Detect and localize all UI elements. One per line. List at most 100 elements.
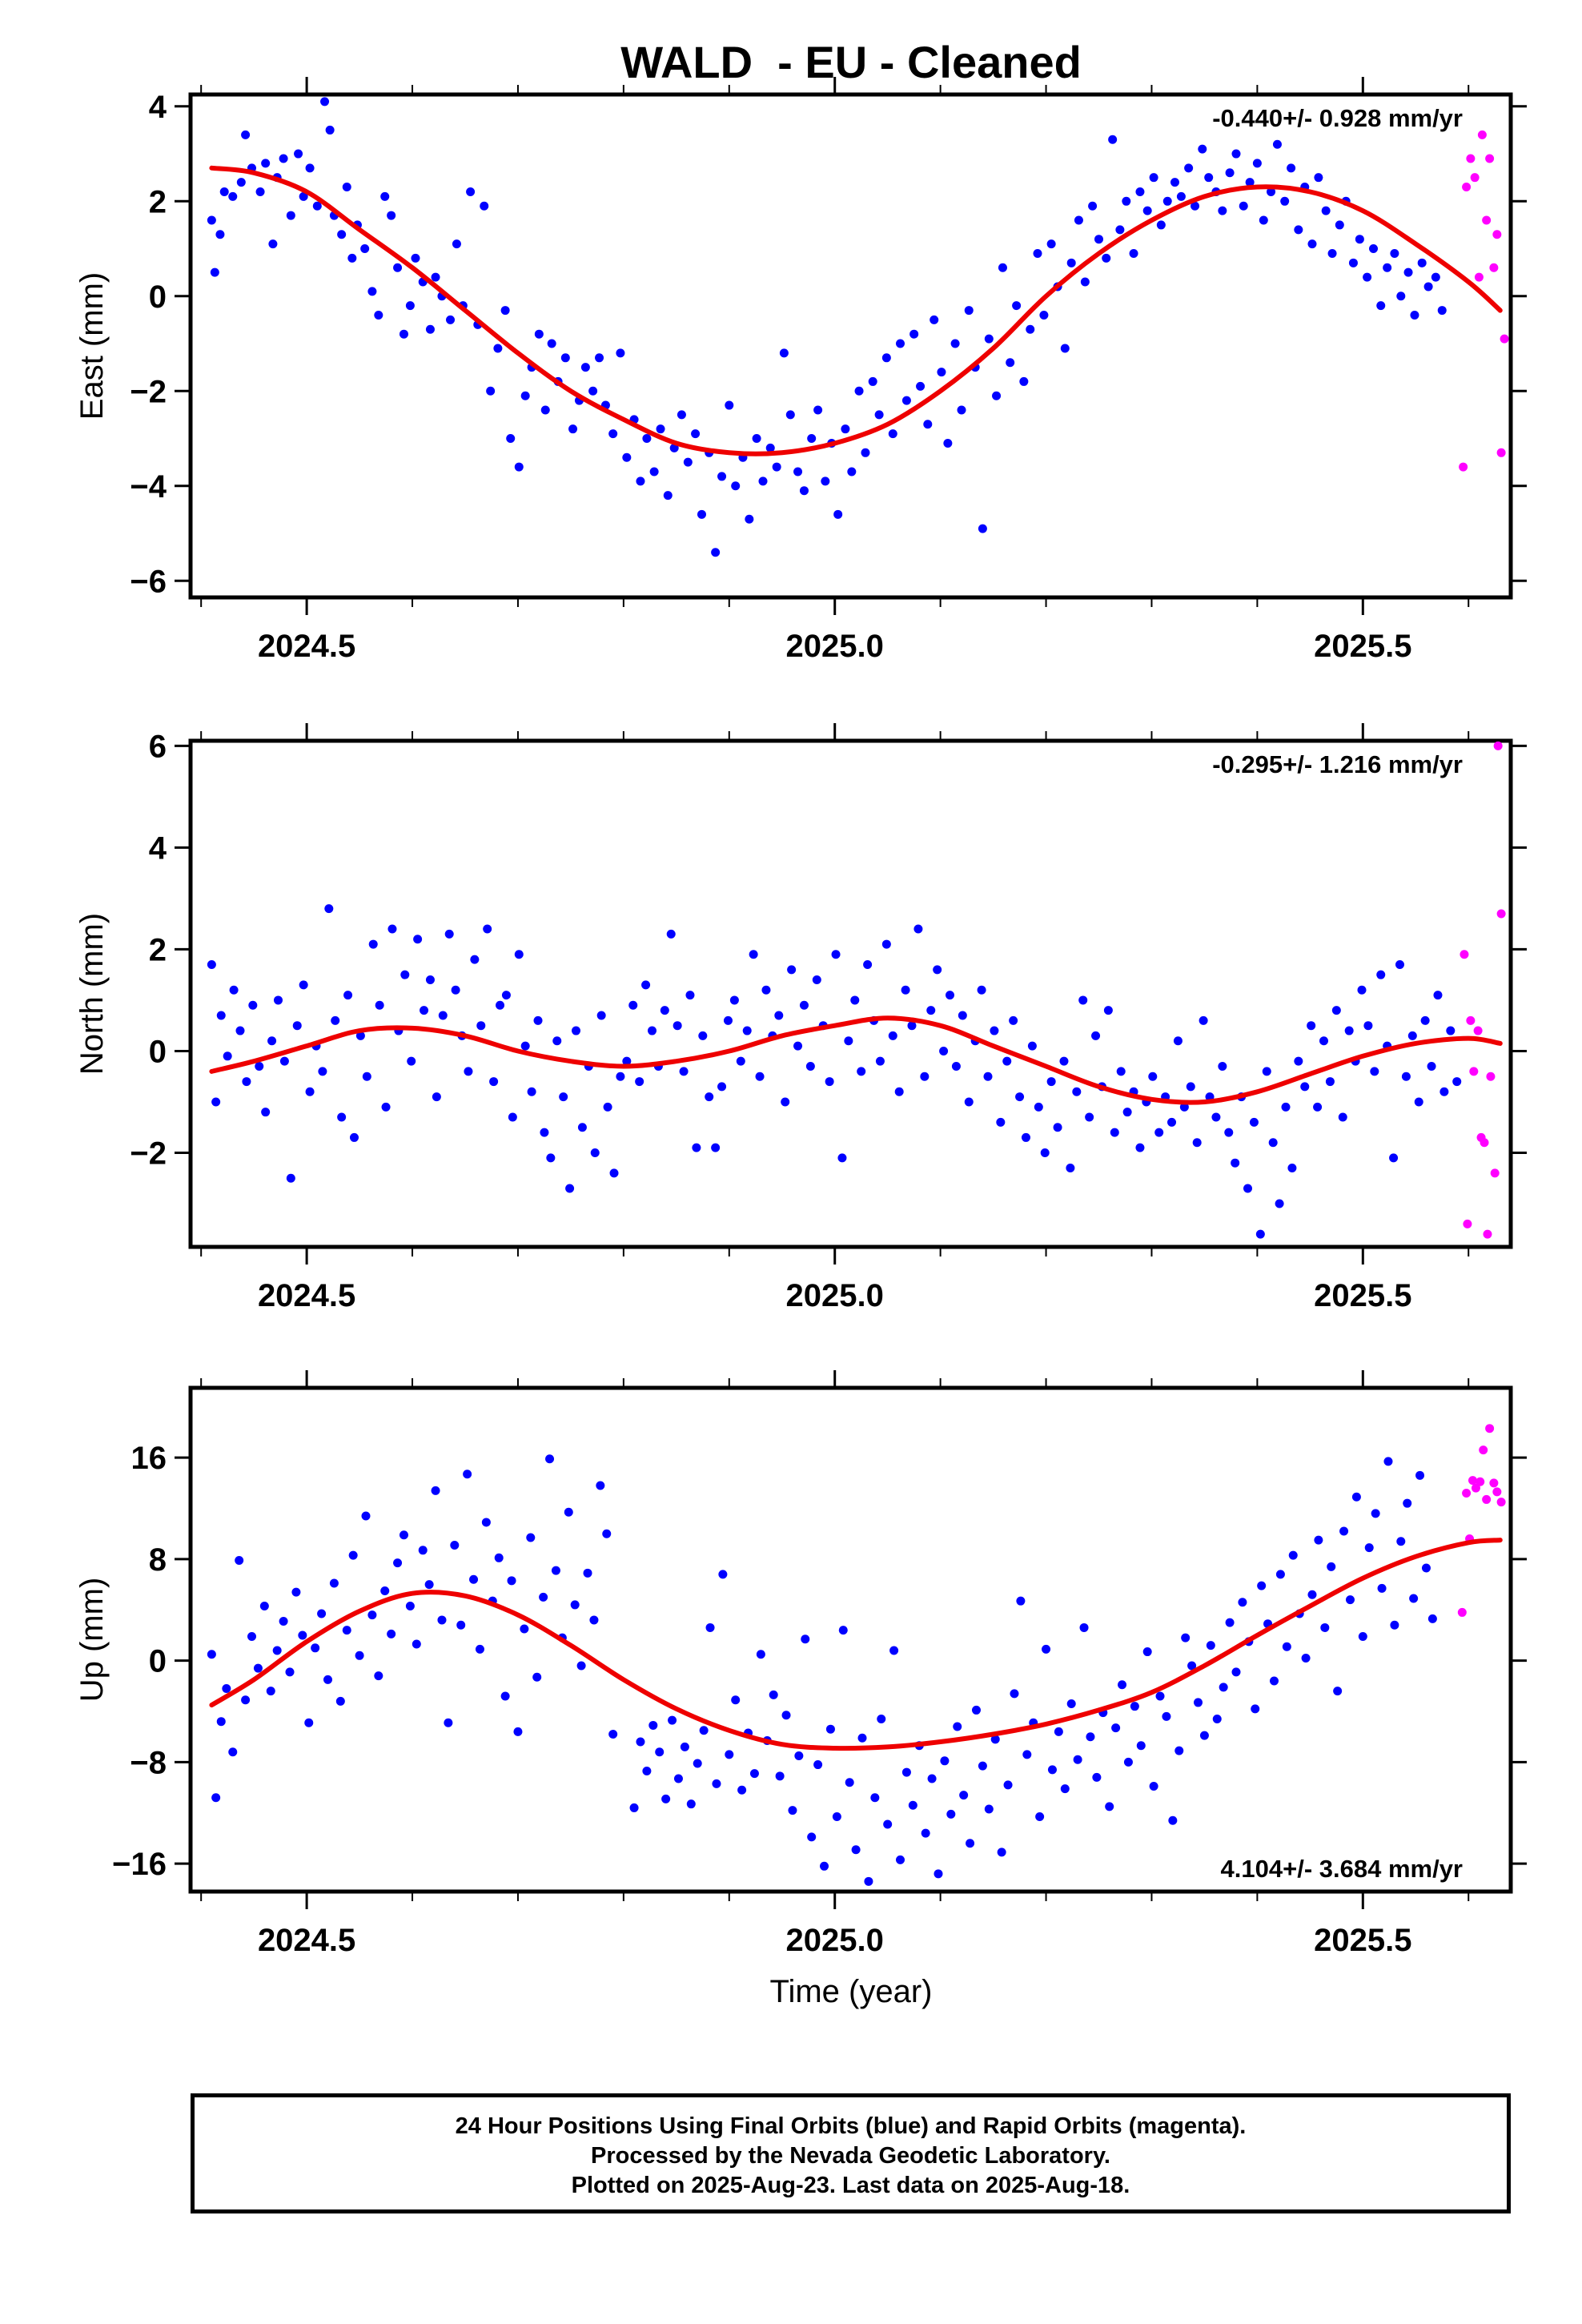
final-orbit-point [348, 1550, 358, 1560]
final-orbit-point [1445, 0, 1454, 5]
final-orbit-point [957, 405, 966, 415]
final-orbit-point [255, 1062, 264, 1072]
final-orbit-point [255, 187, 265, 196]
final-orbit-point [683, 457, 693, 467]
final-orbit-point [596, 1011, 606, 1020]
final-orbit-point [211, 1793, 221, 1803]
final-orbit-point [1039, 310, 1049, 320]
final-orbit-point [888, 429, 897, 439]
final-orbit-point [222, 1683, 231, 1693]
final-orbit-point [1390, 1620, 1399, 1630]
final-orbit-point [520, 391, 530, 400]
final-orbit-point [1135, 1143, 1145, 1152]
final-orbit-point [1136, 1741, 1146, 1751]
footer-line-2: Processed by the Nevada Geodetic Laborat… [591, 2143, 1110, 2169]
final-orbit-point [1307, 1021, 1316, 1031]
final-orbit-point [560, 353, 570, 363]
final-orbit-point [374, 310, 383, 320]
final-orbit-point [799, 1000, 809, 1010]
rapid-orbit-point [1492, 230, 1502, 239]
final-orbit-point [881, 353, 891, 363]
rapid-orbit-point [1470, 173, 1480, 183]
final-orbit-point [552, 1036, 562, 1046]
final-orbit-point [446, 315, 456, 324]
final-orbit-point [841, 424, 850, 434]
final-orbit-point [527, 1087, 536, 1096]
final-orbit-point [699, 1726, 709, 1735]
final-orbit-point [870, 1793, 880, 1803]
final-orbit-point [1225, 168, 1235, 178]
final-orbit-point [418, 1546, 428, 1555]
final-orbit-point [318, 1067, 327, 1076]
final-orbit-point [1130, 1702, 1139, 1711]
final-orbit-point [692, 1143, 701, 1152]
final-orbit-point [946, 1809, 956, 1819]
final-orbit-point [1231, 149, 1241, 159]
final-orbit-point [1390, 248, 1399, 258]
final-orbit-point [1262, 1067, 1271, 1076]
final-orbit-point [845, 1778, 854, 1787]
final-orbit-point [399, 329, 408, 339]
final-orbit-point [691, 429, 701, 439]
final-orbit-point [534, 329, 544, 339]
final-orbit-point [506, 434, 516, 444]
final-orbit-point [320, 97, 330, 107]
final-orbit-point [1446, 1026, 1456, 1035]
rapid-orbit-point [1471, 1483, 1480, 1493]
final-orbit-point [228, 191, 238, 201]
final-orbit-point [940, 1756, 950, 1766]
final-orbit-point [1249, 1117, 1259, 1127]
final-orbit-point [663, 491, 673, 501]
final-orbit-point [466, 187, 476, 196]
final-orbit-point [984, 334, 994, 344]
final-orbit-point [1294, 1056, 1303, 1066]
final-orbit-point [1102, 253, 1111, 263]
final-orbit-point [304, 1718, 314, 1727]
final-orbit-point [405, 1602, 415, 1611]
final-orbit-point [387, 211, 396, 220]
final-orbit-point [805, 1062, 815, 1072]
final-orbit-point [1088, 201, 1098, 211]
final-orbit-point [551, 1566, 560, 1575]
data-layer [207, 0, 1509, 557]
final-orbit-point [998, 263, 1007, 272]
final-orbit-point [641, 980, 651, 990]
final-orbit-point [261, 1108, 271, 1117]
final-orbit-point [934, 1869, 943, 1879]
final-orbit-point [1181, 1633, 1191, 1642]
final-orbit-point [736, 1056, 745, 1066]
final-orbit-point [1238, 1598, 1247, 1607]
final-orbit-point [210, 267, 219, 277]
final-orbit-point [939, 1046, 949, 1055]
y-tick-label: 0 [149, 279, 167, 315]
final-orbit-point [432, 1092, 441, 1102]
final-orbit-point [580, 363, 590, 372]
final-orbit-point [997, 1848, 1006, 1857]
final-orbit-point [1287, 1164, 1297, 1173]
final-orbit-point [1333, 1687, 1343, 1696]
rapid-orbit-point [1466, 154, 1476, 163]
final-orbit-point [533, 1015, 543, 1025]
final-orbit-point [1423, 282, 1433, 292]
final-orbit-point [1409, 1594, 1419, 1603]
final-orbit-point [489, 1077, 499, 1087]
final-orbit-point [572, 1026, 581, 1035]
final-orbit-point [799, 486, 809, 496]
final-orbit-point [242, 1077, 251, 1087]
final-orbit-point [1212, 1715, 1222, 1724]
final-orbit-point [950, 339, 960, 348]
final-orbit-point [1019, 376, 1029, 386]
final-orbit-point [926, 1006, 936, 1015]
final-orbit-point [1016, 1596, 1026, 1606]
final-orbit-point [219, 187, 229, 196]
final-orbit-point [216, 1011, 226, 1020]
final-orbit-point [1003, 1780, 1013, 1790]
final-orbit-point [570, 1600, 580, 1610]
velocity-rate-label: -0.440+/- 0.928 mm/yr [1212, 104, 1463, 132]
data-layer [207, 1424, 1506, 1886]
final-orbit-point [1006, 358, 1015, 368]
final-orbit-point [888, 1031, 897, 1040]
final-orbit-point [393, 263, 403, 272]
final-orbit-point [1142, 1647, 1152, 1657]
final-orbit-point [901, 985, 910, 995]
